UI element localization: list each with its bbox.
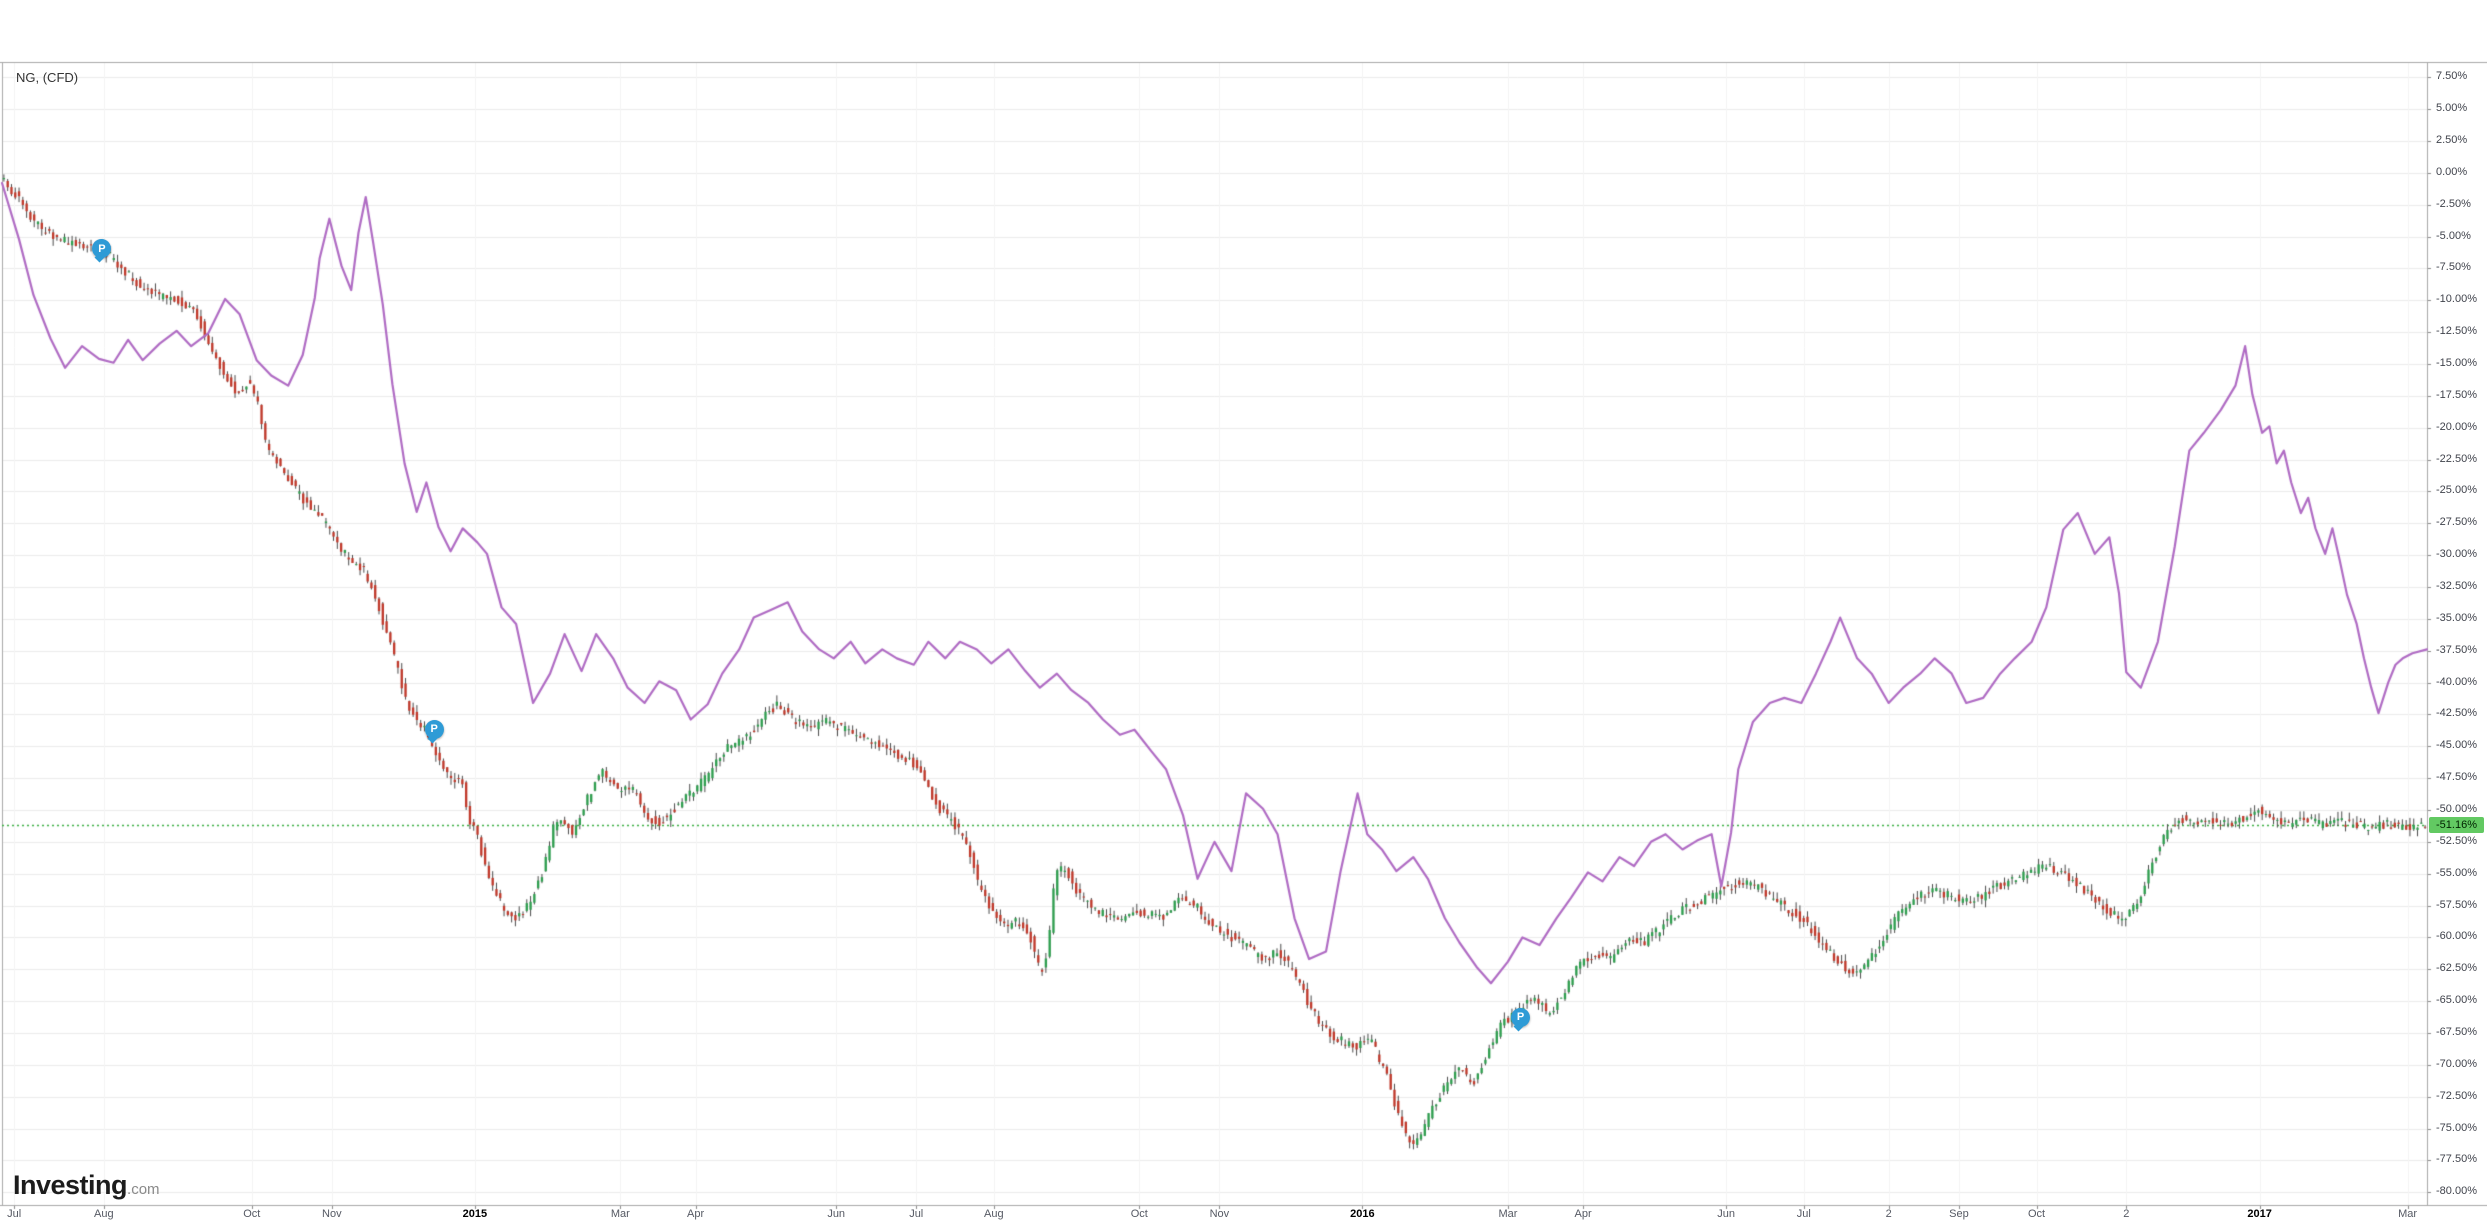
x-axis-label: Jun	[1717, 1208, 1736, 1220]
y-axis-label: -65.00%	[2436, 994, 2477, 1007]
y-axis-label: -2.50%	[2436, 197, 2471, 210]
x-axis-label: Nov	[1209, 1208, 1230, 1220]
x-axis-label: Jun	[827, 1208, 846, 1220]
y-axis-label: -60.00%	[2436, 930, 2477, 943]
y-axis-label: 7.50%	[2436, 70, 2468, 83]
series-legend-ng[interactable]: NG, (CFD)	[16, 70, 79, 85]
y-axis-label: -45.00%	[2436, 739, 2477, 752]
x-axis-label: Apr	[1574, 1208, 1592, 1220]
x-axis-label: Mar	[610, 1208, 630, 1220]
y-axis-label: -50.00%	[2436, 802, 2477, 815]
y-axis-label: -70.00%	[2436, 1057, 2477, 1070]
y-axis-label: -30.00%	[2436, 548, 2477, 561]
y-axis-label: -7.50%	[2436, 261, 2471, 274]
event-marker-p[interactable]: P	[92, 239, 112, 259]
y-axis-label: -35.00%	[2436, 611, 2477, 624]
event-marker-p[interactable]: P	[424, 719, 444, 739]
x-axis-label: Aug	[94, 1208, 114, 1220]
x-axis-label: Apr	[686, 1208, 705, 1220]
y-axis-label: -17.50%	[2436, 388, 2477, 401]
y-axis-label: 0.00%	[2436, 165, 2468, 178]
x-axis-label: 2	[1885, 1208, 1892, 1220]
x-axis-label: Mar	[1498, 1208, 1518, 1220]
x-axis-label: Oct	[243, 1208, 261, 1220]
y-axis-label: -22.50%	[2436, 452, 2477, 465]
y-axis-label: -72.50%	[2436, 1089, 2477, 1102]
y-axis-label: -40.00%	[2436, 675, 2477, 688]
x-axis-label: 2	[2123, 1208, 2130, 1220]
y-axis-label: 2.50%	[2436, 134, 2468, 146]
logo-suffix-text: .com	[127, 1181, 160, 1198]
x-axis-label: 2017	[2247, 1208, 2272, 1220]
x-axis-label: Nov	[322, 1208, 342, 1220]
logo-brand-text: Investing	[13, 1170, 128, 1200]
last-price-label: -51.16%	[2429, 816, 2484, 833]
y-axis-label: -10.00%	[2436, 293, 2477, 306]
y-axis-label: -42.50%	[2436, 707, 2477, 720]
x-axis-label: 2016	[1350, 1208, 1375, 1220]
x-axis-label: 2015	[462, 1208, 488, 1220]
y-axis-label: -55.00%	[2436, 866, 2477, 879]
y-axis-label: -77.50%	[2436, 1153, 2477, 1166]
y-axis-label: -5.00%	[2436, 229, 2471, 242]
y-axis-label: -80.00%	[2436, 1185, 2477, 1198]
y-axis-label: -75.00%	[2436, 1121, 2477, 1134]
x-axis-label: Jul	[1796, 1208, 1811, 1220]
x-axis-label: Jul	[909, 1208, 924, 1220]
y-axis-label: -25.00%	[2436, 484, 2477, 497]
event-marker-p[interactable]: P	[1511, 1007, 1531, 1027]
y-axis-label: -47.50%	[2436, 771, 2477, 784]
y-axis-label: -27.50%	[2436, 516, 2477, 529]
investing-logo: Investing.com	[13, 1170, 160, 1201]
x-axis-label: Sep	[1949, 1208, 1969, 1220]
y-axis-label: -32.50%	[2436, 579, 2477, 592]
x-axis-label: Oct	[1130, 1208, 1148, 1220]
x-axis-label: Oct	[2028, 1208, 2046, 1220]
y-axis-label: -67.50%	[2436, 1025, 2477, 1038]
y-axis-label: -12.50%	[2436, 325, 2477, 338]
y-axis-label: -20.00%	[2436, 420, 2477, 433]
y-axis-label: -62.50%	[2436, 962, 2477, 975]
x-axis-label: Jul	[7, 1208, 22, 1220]
x-axis-label: Mar	[2398, 1208, 2418, 1220]
y-axis-label: -15.00%	[2436, 356, 2477, 369]
x-axis-label: Aug	[984, 1208, 1004, 1220]
y-axis-label: -37.50%	[2436, 643, 2477, 656]
y-axis-label: -57.50%	[2436, 898, 2477, 911]
y-axis-label: 5.00%	[2436, 102, 2468, 115]
y-axis-label: -52.50%	[2436, 834, 2477, 847]
